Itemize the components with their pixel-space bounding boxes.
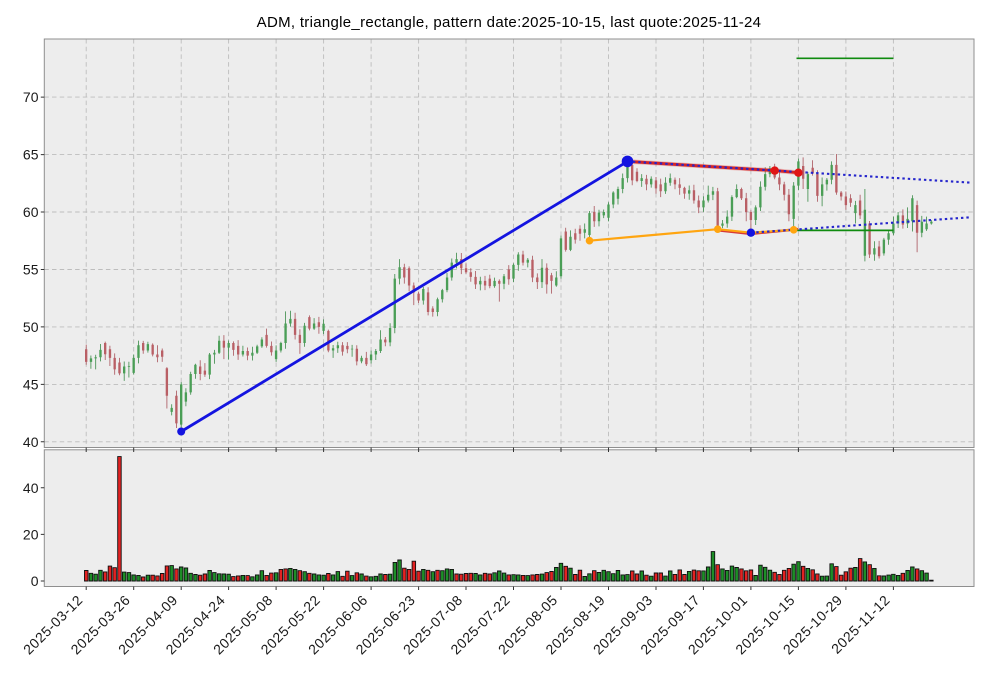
svg-text:40: 40 bbox=[23, 434, 39, 450]
svg-text:60: 60 bbox=[23, 204, 39, 220]
svg-text:45: 45 bbox=[23, 376, 39, 392]
svg-text:65: 65 bbox=[23, 147, 39, 163]
svg-text:70: 70 bbox=[23, 89, 39, 105]
svg-text:40: 40 bbox=[23, 480, 39, 496]
svg-text:55: 55 bbox=[23, 262, 39, 278]
svg-text:0: 0 bbox=[31, 573, 39, 589]
svg-text:20: 20 bbox=[23, 526, 39, 542]
svg-text:50: 50 bbox=[23, 319, 39, 335]
svg-text:ADM, triangle_rectangle, patte: ADM, triangle_rectangle, pattern date:20… bbox=[257, 14, 762, 31]
